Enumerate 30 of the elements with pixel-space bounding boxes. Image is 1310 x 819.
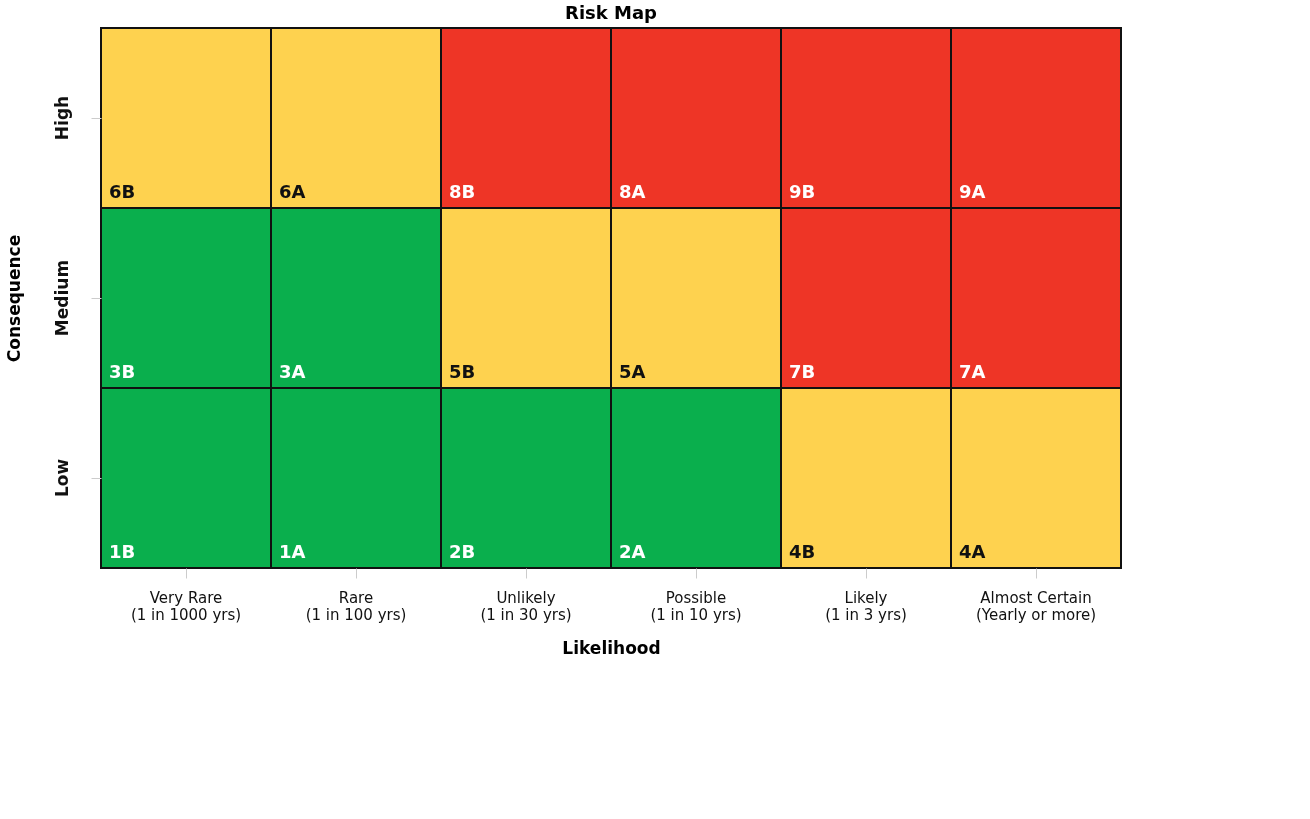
data-label: 9A [959,181,986,202]
y-tick-label: Medium [51,259,72,337]
data-label: 1A [279,541,306,562]
x-tick-label: Unlikely (1 in 30 yrs) [480,588,572,624]
data-label: 8A [619,181,646,202]
data-label: 7A [959,361,986,382]
data-label: 5B [449,361,476,382]
y-tick-label: Low [51,458,72,498]
data-label: 7B [789,361,816,382]
x-axis-title: Likelihood [562,637,661,658]
data-label: 8B [449,181,476,202]
x-tick-label: Rare (1 in 100 yrs) [305,588,407,624]
x-tick-label: Possible (1 in 10 yrs) [650,588,742,624]
y-axis-title: Consequence [3,234,24,363]
data-label: 6A [279,181,306,202]
data-label: 5A [619,361,646,382]
data-label: 6B [109,181,136,202]
data-label: 4A [959,541,986,562]
data-label: 2B [449,541,476,562]
x-tick-label: Almost Certain (Yearly or more) [975,588,1097,624]
x-tick-label: Likely (1 in 3 yrs) [825,588,907,624]
y-tick-label: High [51,95,72,141]
data-label: 3B [109,361,136,382]
data-label: 2A [619,541,646,562]
data-label: 3A [279,361,306,382]
chart-title: Risk Map [565,2,658,23]
x-tick-label: Very Rare (1 in 1000 yrs) [130,588,242,624]
data-label: 4B [789,541,816,562]
data-label: 9B [789,181,816,202]
data-label: 1B [109,541,136,562]
